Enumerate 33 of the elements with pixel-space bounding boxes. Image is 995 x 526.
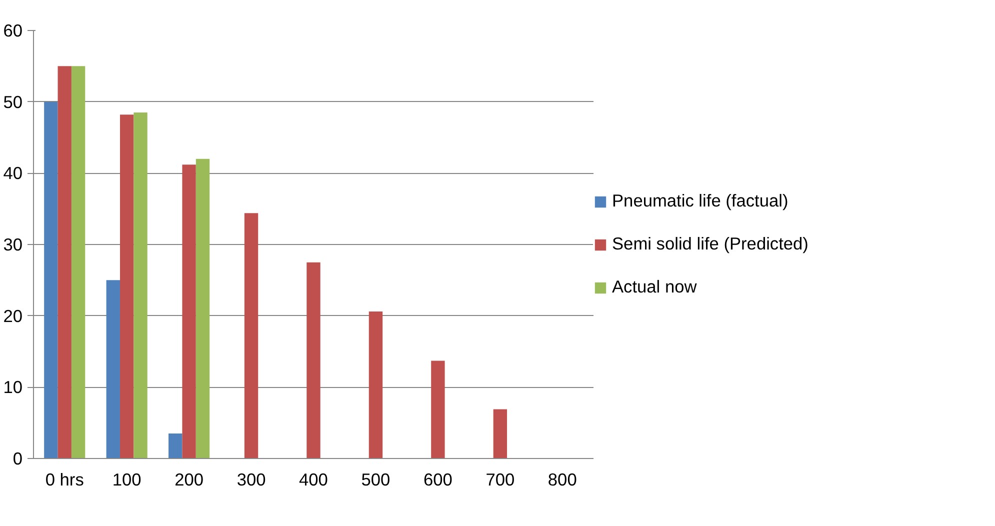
x-tick-label: 400 (299, 470, 328, 490)
x-tick-label: 300 (236, 470, 266, 490)
y-tick-label: 50 (3, 92, 23, 112)
legend-label: Semi solid life (Predicted) (612, 234, 808, 254)
bar (120, 114, 134, 458)
x-tick-label: 600 (423, 470, 452, 490)
bar (71, 66, 86, 458)
y-tick-label: 40 (3, 163, 23, 184)
y-tick-label: 0 (12, 448, 23, 468)
x-tick-label: 700 (486, 470, 515, 490)
bar (182, 164, 196, 458)
x-tick-label: 0 hrs (45, 470, 84, 490)
bar (168, 434, 182, 458)
y-tick-label: 20 (3, 306, 23, 326)
y-tick-label: 60 (3, 20, 23, 40)
bar (368, 312, 383, 458)
y-tick-label: 10 (3, 377, 23, 398)
y-tick-label: 30 (3, 234, 23, 254)
legend-label: Pneumatic life (factual) (612, 190, 788, 212)
x-tick-label: 100 (112, 470, 142, 490)
bar (134, 112, 148, 458)
legend-label: Actual now (612, 276, 697, 298)
bar (196, 158, 210, 458)
x-tick-label: 200 (174, 470, 204, 490)
bar (244, 213, 258, 458)
x-tick-label: 800 (548, 470, 577, 490)
bar (493, 409, 508, 458)
bar (44, 102, 58, 458)
bar (306, 262, 320, 458)
bar (58, 66, 72, 458)
x-tick-label: 500 (361, 470, 390, 490)
bar (106, 280, 120, 458)
bar (431, 360, 445, 458)
